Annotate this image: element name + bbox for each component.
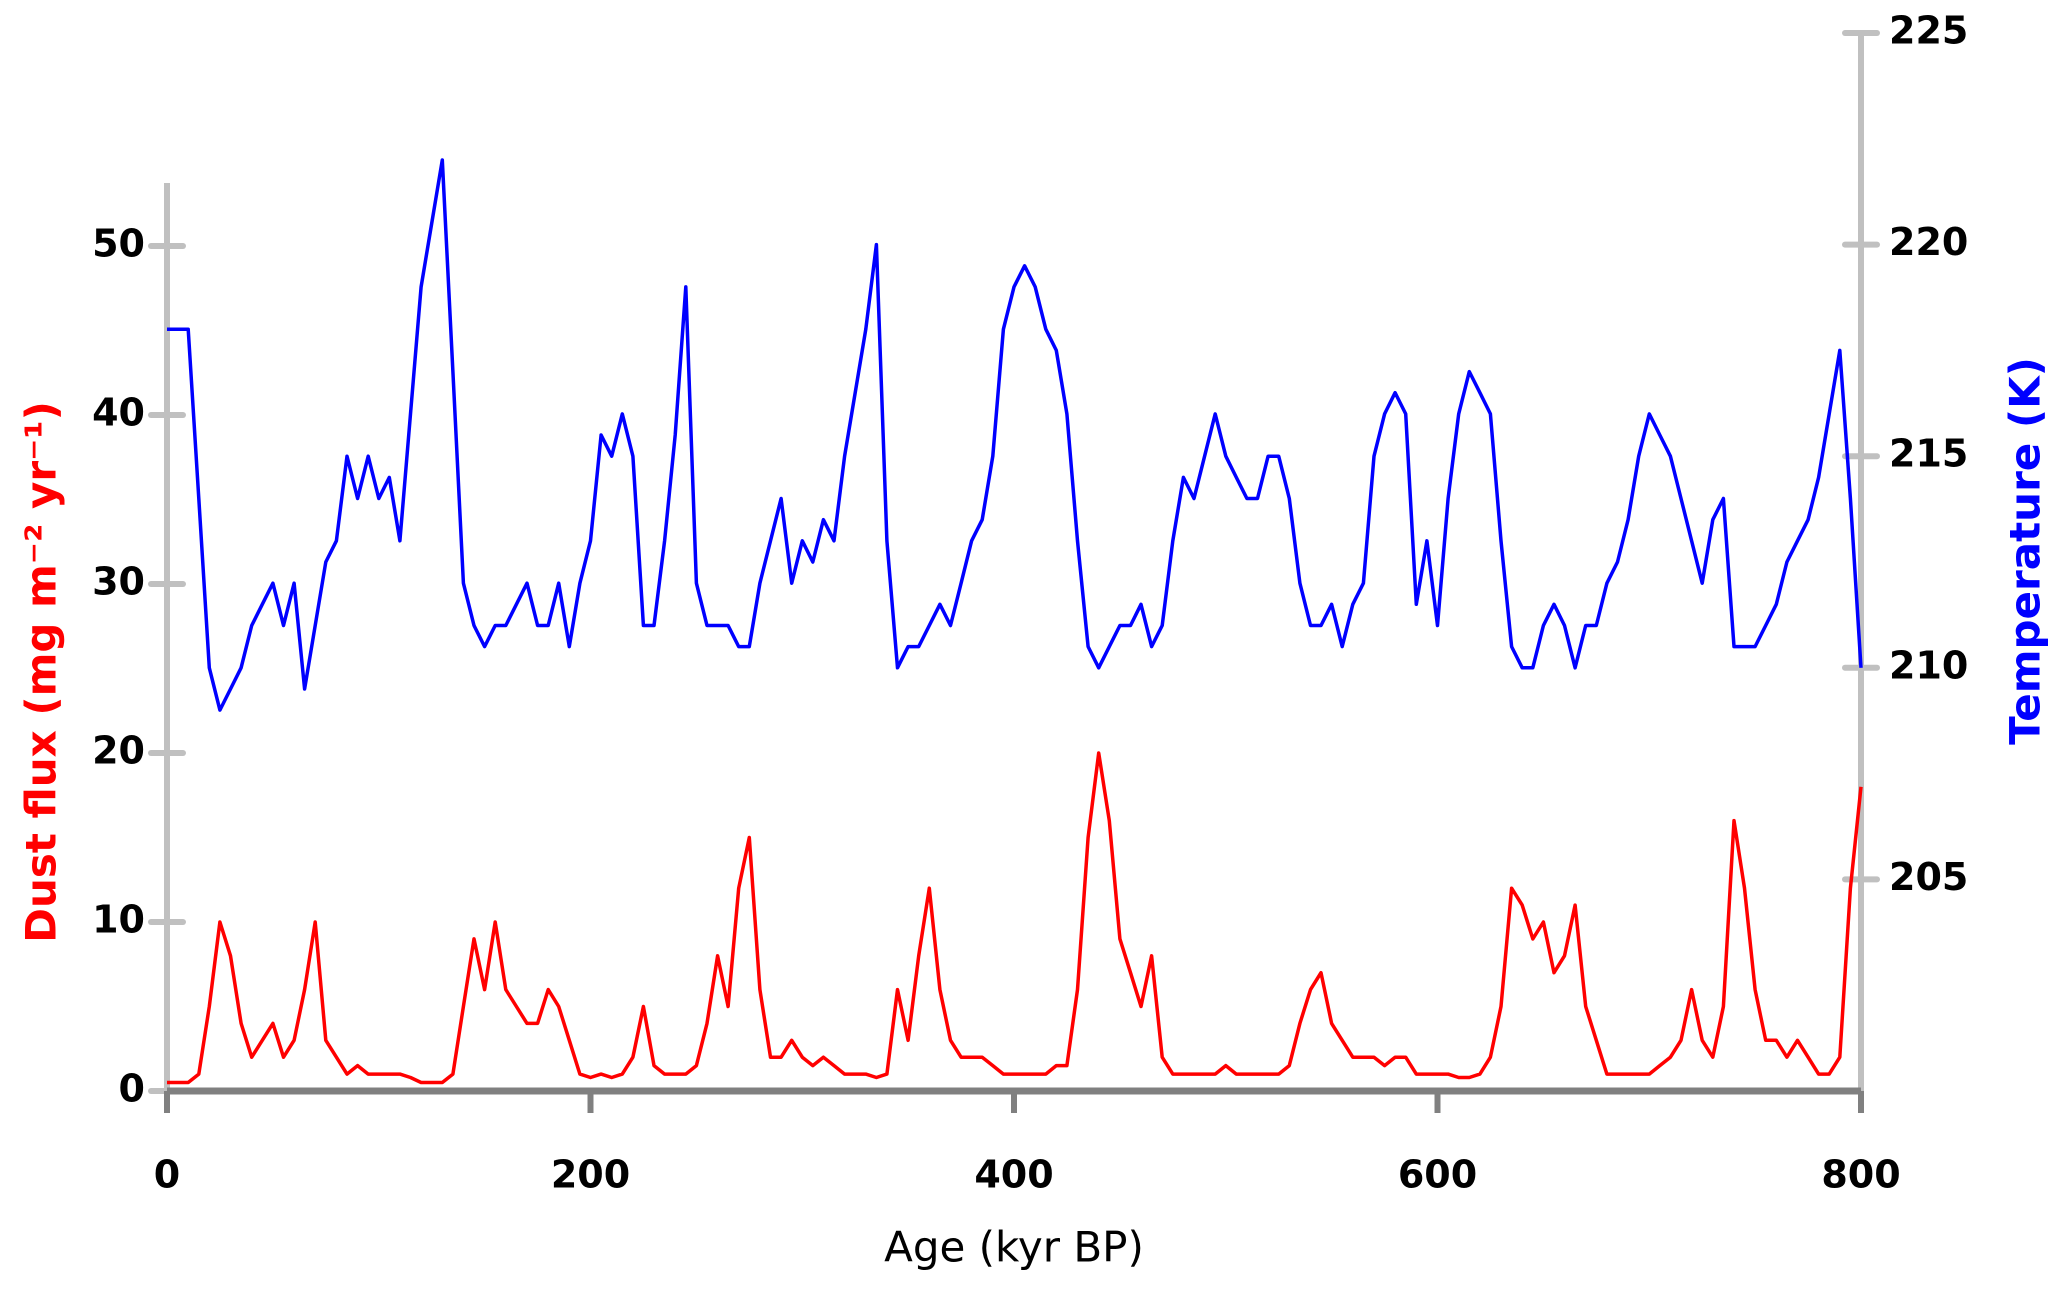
y-tick-label: 50 — [92, 221, 145, 265]
y2-tick-label: 225 — [1889, 9, 1968, 53]
x-tick-label: 200 — [551, 1153, 630, 1197]
y2-tick-label: 220 — [1889, 220, 1968, 264]
x-tick-label: 0 — [154, 1153, 180, 1197]
y-tick-label: 40 — [92, 390, 145, 434]
x-tick-label: 400 — [974, 1153, 1053, 1197]
y-tick-label: 30 — [92, 559, 145, 603]
y-axis-title: Dust flux (mg m⁻² yr⁻¹) — [17, 401, 66, 943]
y2-tick-label: 215 — [1889, 432, 1968, 476]
y2-tick-label: 210 — [1889, 643, 1968, 687]
y2-tick-label: 205 — [1889, 855, 1968, 899]
y-tick-label: 0 — [119, 1067, 145, 1111]
y-tick-label: 20 — [92, 728, 145, 772]
y-tick-label: 10 — [92, 897, 145, 941]
x-tick-label: 800 — [1821, 1153, 1900, 1197]
series-line — [167, 158, 1863, 712]
y2-axis-title: Temperature (K) — [2001, 357, 2050, 745]
x-tick-label: 600 — [1398, 1153, 1477, 1197]
x-axis-title: Age (kyr BP) — [884, 1223, 1144, 1272]
series-line — [167, 751, 1863, 1085]
